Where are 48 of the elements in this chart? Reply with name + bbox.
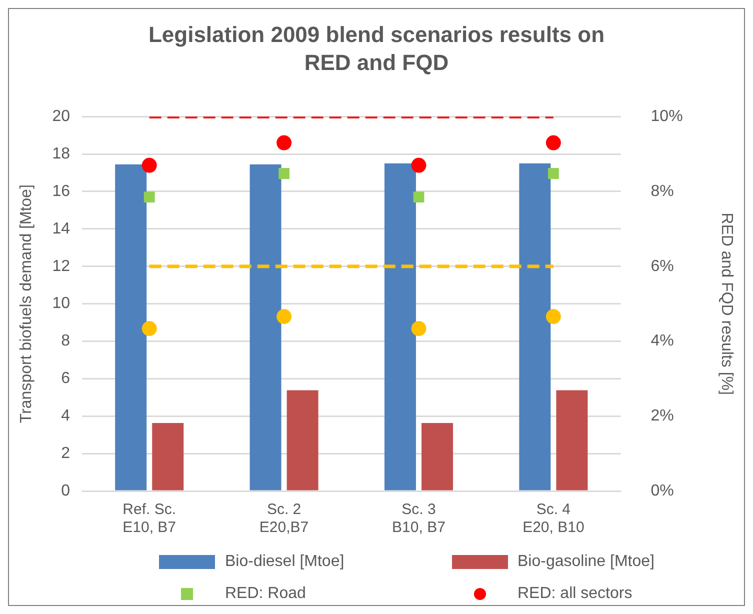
- point: [276, 309, 292, 324]
- point: [142, 321, 157, 336]
- bar: [556, 390, 588, 490]
- y-tick-label: 18: [52, 145, 70, 162]
- bar: [422, 423, 453, 490]
- y-tick-label: 20: [52, 108, 70, 126]
- bar: [152, 423, 184, 490]
- bar: [384, 163, 416, 490]
- point: [144, 192, 155, 203]
- bar: [519, 163, 551, 490]
- point: [142, 158, 157, 173]
- legend-label: Bio-diesel [Mtoe]: [225, 553, 344, 571]
- point: [411, 321, 426, 336]
- y-tick-label: 14: [52, 220, 70, 238]
- x-tick-label: Sc. 2 E20,B7: [259, 501, 309, 536]
- x-tick-label: Ref. Sc. E10, B7: [122, 501, 176, 536]
- y2-axis-title: RED and FQD results [%]: [718, 212, 735, 395]
- point: [548, 168, 559, 179]
- y-tick-label: 16: [52, 182, 70, 200]
- y-tick-label: 12: [52, 258, 70, 275]
- point: [276, 135, 292, 150]
- y-tick-label: 0: [61, 482, 70, 500]
- chart-title: Legislation 2009 blend scenarios results on RED and FQD: [147, 21, 606, 77]
- legend-label: RED: all sectors: [518, 585, 632, 603]
- y-tick-label: 8: [61, 332, 70, 350]
- point: [546, 309, 561, 324]
- bar: [250, 164, 282, 490]
- bar: [286, 390, 318, 490]
- y-tick-label: 6: [61, 370, 70, 388]
- point: [278, 168, 290, 179]
- y-tick-label: 2: [61, 444, 70, 462]
- point: [411, 158, 426, 173]
- legend-label: Bio-gasoline [Mtoe]: [518, 553, 654, 571]
- y-axis-title: Transport biofuels demand [Mtoe]: [18, 184, 36, 424]
- y2-tick-label: 8%: [650, 182, 674, 200]
- y2-tick-label: 6%: [650, 258, 674, 275]
- x-tick-label: Sc. 4 E20, B10: [522, 501, 584, 536]
- legend-label: RED: Road: [225, 585, 306, 603]
- y2-tick-label: 2%: [650, 408, 674, 425]
- y-tick-label: 4: [61, 408, 70, 425]
- x-tick-label: Sc. 3 B10, B7: [392, 501, 446, 536]
- point: [546, 135, 561, 150]
- y2-tick-label: 4%: [650, 332, 674, 350]
- point: [413, 192, 424, 203]
- y2-tick-label: 10%: [650, 108, 683, 126]
- bar: [115, 164, 147, 490]
- y-tick-label: 10: [52, 295, 70, 312]
- y2-tick-label: 0%: [650, 482, 674, 500]
